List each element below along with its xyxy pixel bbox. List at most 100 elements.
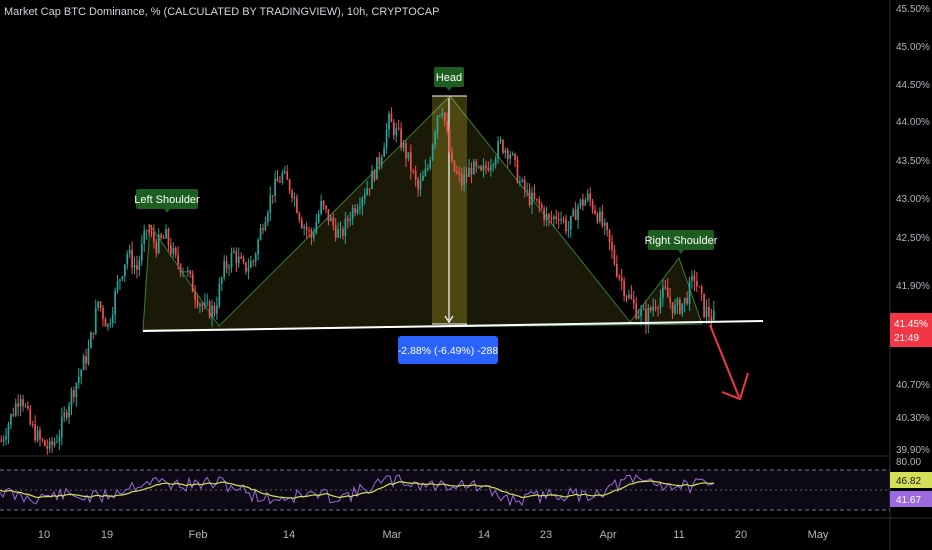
candle-body: [167, 229, 170, 245]
candle-body: [317, 213, 320, 223]
candle-body: [366, 188, 369, 195]
right-shoulder-label[interactable]: Right Shoulder: [645, 230, 718, 254]
candle-body: [552, 216, 555, 220]
candle-body: [223, 260, 226, 278]
candle-body: [153, 232, 155, 242]
candle-body: [608, 229, 611, 242]
candle-body: [426, 168, 429, 170]
candle-body: [443, 112, 446, 121]
candle-body: [489, 166, 492, 171]
candle-body: [349, 219, 352, 221]
candle-body: [27, 405, 29, 409]
candle-body: [380, 156, 383, 165]
candle-body: [296, 197, 298, 213]
candle-body: [482, 165, 485, 171]
left-shoulder-label[interactable]: Left Shoulder: [134, 189, 200, 213]
candle-body: [361, 198, 364, 207]
candle-body: [82, 356, 85, 371]
candle-body: [640, 309, 642, 317]
candle-body: [635, 303, 638, 319]
candle-body: [645, 309, 647, 326]
candle-body: [354, 208, 356, 213]
candle-body: [448, 130, 451, 153]
measure-label[interactable]: -2.88% (-6.49%) -288: [398, 336, 499, 364]
rsi-line: [0, 474, 715, 507]
candle-body: [531, 192, 533, 205]
candle-body: [233, 251, 235, 253]
candle-body: [528, 189, 531, 205]
candle-body: [128, 249, 131, 255]
price-tick: 43.50%: [896, 156, 930, 167]
candle-body: [43, 440, 46, 446]
candle-body: [266, 212, 269, 223]
candle-body: [463, 174, 465, 186]
candle-body: [145, 230, 148, 232]
candle-body: [182, 271, 184, 273]
time-label: 11: [673, 529, 684, 541]
candle-body: [208, 301, 211, 318]
candle-body: [48, 440, 51, 449]
candle-body: [133, 265, 136, 268]
candle-body: [582, 199, 584, 206]
price-tick: 45.00%: [896, 42, 930, 53]
last-price-tag[interactable]: 41.45% 21:49: [890, 313, 932, 347]
candle-body: [599, 211, 601, 222]
neckline[interactable]: [142, 320, 764, 332]
candle-body: [107, 323, 109, 327]
candle-body: [494, 158, 497, 165]
candle-body: [155, 241, 158, 253]
candle-body: [254, 254, 257, 262]
candle-body: [485, 165, 487, 169]
candle-body: [7, 424, 10, 437]
rsi-tick: 80.00: [896, 457, 921, 468]
candle-body: [46, 445, 49, 449]
candle-body: [250, 260, 252, 268]
candle-body: [695, 281, 698, 287]
candle-body: [586, 193, 589, 201]
candle-body: [591, 201, 594, 211]
candle-body: [65, 412, 68, 418]
rsi-value-tag-1: 46.82: [890, 472, 932, 488]
candle-body: [41, 439, 44, 441]
candle-body: [453, 160, 456, 172]
candle-body: [705, 306, 708, 317]
candle-body: [327, 209, 330, 222]
candle-body: [97, 301, 100, 308]
candle-body: [22, 399, 24, 407]
candle-body: [405, 143, 407, 159]
price-scale[interactable]: 45.50% 45.00% 44.50% 44.00% 43.50% 43.00…: [896, 4, 930, 468]
candle-body: [390, 113, 393, 123]
candle-body: [388, 113, 390, 130]
candle-body: [480, 166, 482, 171]
candle-body: [51, 440, 53, 446]
candle-body: [708, 306, 710, 317]
candle-body: [281, 173, 284, 183]
time-label: 19: [101, 529, 113, 541]
candle-body: [148, 230, 150, 233]
candle-body: [322, 200, 325, 206]
candle-body: [218, 283, 221, 306]
candle-body: [68, 405, 70, 418]
candle-body: [170, 244, 172, 254]
price-tick: 40.70%: [896, 380, 930, 391]
candle-body: [160, 234, 163, 238]
candle-body: [584, 200, 587, 206]
head-label[interactable]: Head: [434, 67, 464, 91]
candle-body: [451, 152, 453, 161]
candle-body: [657, 308, 659, 310]
time-axis[interactable]: 10 19 Feb 14 Mar 14 23 Apr 11 20 May: [38, 529, 829, 541]
candle-body: [487, 168, 490, 171]
candle-body: [703, 293, 705, 317]
candle-body: [371, 170, 373, 189]
candle-body: [283, 171, 286, 174]
candle-body: [240, 256, 243, 259]
candle-body: [506, 150, 509, 159]
candle-body: [247, 267, 250, 272]
candle-body: [206, 301, 209, 303]
candle-body: [698, 286, 701, 288]
candle-body: [594, 210, 596, 214]
candle-body: [174, 247, 177, 256]
candle-body: [533, 192, 536, 199]
candle-body: [620, 277, 623, 281]
